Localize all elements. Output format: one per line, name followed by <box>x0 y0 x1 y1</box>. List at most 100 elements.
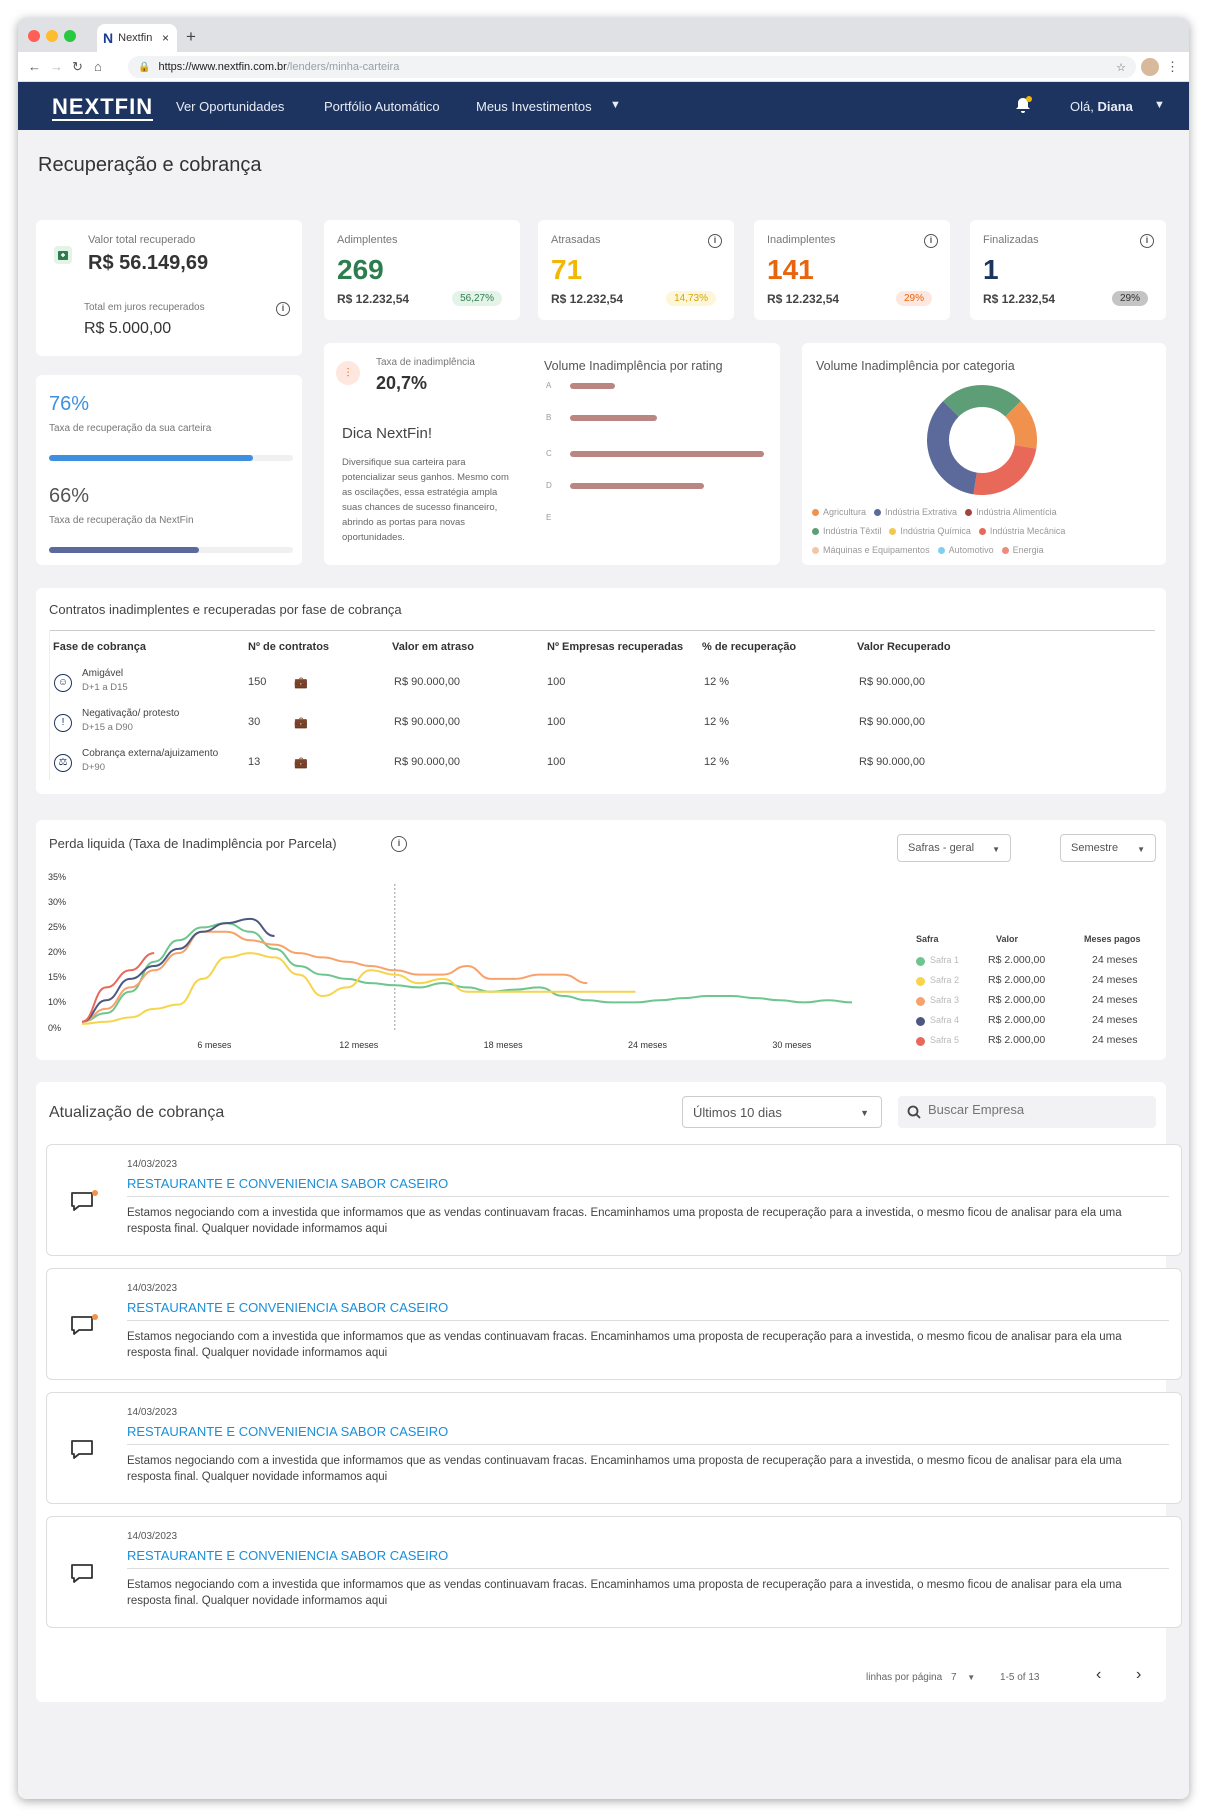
stat-percentage-badge: 29% <box>1111 291 1148 306</box>
rating-bar <box>570 415 658 421</box>
reload-icon[interactable]: ↻ <box>72 59 83 74</box>
category-donut-chart <box>927 385 1037 495</box>
app-header: NEXTFIN Ver Oportunidades Portfólio Auto… <box>18 82 1189 130</box>
info-icon[interactable]: i <box>391 836 407 852</box>
browser-tab[interactable]: N Nextfin × <box>97 24 177 52</box>
chart-bars-icon: ⫶ <box>336 361 360 385</box>
series-line-safra-4 <box>81 917 275 1023</box>
browser-menu-icon[interactable]: ⋮ <box>1166 59 1179 74</box>
search-company-field[interactable] <box>898 1096 1156 1128</box>
maximize-window-button[interactable] <box>64 30 76 42</box>
rating-tick-label: D <box>546 481 552 490</box>
company-link[interactable]: RESTAURANTE E CONVENIENCIA SABOR CASEIRO <box>127 1548 449 1563</box>
legend-dot-icon <box>812 509 819 517</box>
period-filter-select[interactable]: Semestre ▼ <box>1060 834 1156 862</box>
interest-recovered-value: R$ 5.000,00 <box>84 320 172 337</box>
info-icon[interactable]: i <box>924 234 938 248</box>
tab-title: Nextfin <box>118 32 153 44</box>
legend-series-name: Safra 5 <box>930 1035 960 1045</box>
category-legend-label: Automotivo <box>948 545 994 555</box>
y-tick-label: 20% <box>48 947 66 957</box>
money-icon <box>54 246 72 264</box>
category-legend-item: Energia <box>1001 545 1044 555</box>
notification-bell-icon[interactable] <box>1014 96 1032 119</box>
nextfin-recovery-bar <box>49 547 199 553</box>
x-tick-label: 12 meses <box>339 1040 379 1050</box>
dropdown-arrow-icon: ▼ <box>967 1673 976 1682</box>
legend-header: Meses pagos <box>1084 934 1141 944</box>
info-icon[interactable]: i <box>276 302 290 316</box>
series-line-safra-2 <box>81 952 636 1025</box>
net-loss-card: Perda liquida (Taxa de Inadimplência por… <box>36 820 1166 1060</box>
update-item[interactable]: 14/03/2023 RESTAURANTE E CONVENIENCIA SAB… <box>46 1144 1182 1256</box>
category-legend-item: Agricultura <box>812 507 866 517</box>
table-title: Contratos inadimplentes e recuperadas po… <box>49 602 402 617</box>
nav-portfolio-automatico[interactable]: Portfólio Automático <box>324 99 440 114</box>
next-page-icon[interactable]: › <box>1136 1666 1142 1683</box>
home-icon[interactable]: ⌂ <box>94 59 102 74</box>
nextfin-favicon: N <box>103 30 114 46</box>
update-item[interactable]: 14/03/2023 RESTAURANTE E CONVENIENCIA SAB… <box>46 1392 1182 1504</box>
message-icon <box>69 1189 98 1211</box>
rows-per-page-select[interactable]: 7 ▼ <box>950 1672 976 1683</box>
chevron-down-icon[interactable]: ▼ <box>610 99 621 111</box>
recovered-value: R$ 90.000,00 <box>859 756 926 768</box>
briefcase-icon[interactable]: 💼 <box>294 717 308 729</box>
legend-dot-icon <box>916 957 925 966</box>
update-date: 14/03/2023 <box>127 1531 178 1542</box>
address-bar-row: ← → ↻ ⌂ 🔒 https://www.nextfin.com.br /le… <box>18 52 1189 82</box>
url-field[interactable]: 🔒 https://www.nextfin.com.br /lenders/mi… <box>128 56 1136 78</box>
stat-label: Atrasadas <box>551 234 601 246</box>
rating-tick-label: C <box>546 449 552 458</box>
contracts-count: 150 <box>248 676 267 688</box>
update-item[interactable]: 14/03/2023 RESTAURANTE E CONVENIENCIA SAB… <box>46 1268 1182 1380</box>
company-link[interactable]: RESTAURANTE E CONVENIENCIA SABOR CASEIRO <box>127 1176 449 1191</box>
company-link[interactable]: RESTAURANTE E CONVENIENCIA SABOR CASEIRO <box>127 1424 449 1439</box>
category-chart-card: Volume Inadimplência por categoria Agric… <box>802 343 1166 565</box>
update-divider <box>127 1568 1169 1569</box>
browser-profile-avatar[interactable] <box>1141 58 1159 76</box>
info-icon[interactable]: i <box>1140 234 1154 248</box>
close-tab-icon[interactable]: × <box>161 31 169 45</box>
period-select[interactable]: Últimos 10 dias ▼ <box>682 1096 882 1128</box>
rows-per-page-label: linhas por página <box>866 1672 943 1683</box>
stat-count: 1 <box>983 254 999 285</box>
url-path: /lenders/minha-carteira <box>286 61 400 73</box>
new-tab-icon[interactable]: + <box>186 27 196 46</box>
stat-amount: R$ 12.232,54 <box>767 292 840 306</box>
close-window-button[interactable] <box>28 30 40 42</box>
phase-name: Negativação/ protesto <box>82 708 180 719</box>
update-item[interactable]: 14/03/2023 RESTAURANTE E CONVENIENCIA SAB… <box>46 1516 1182 1628</box>
late-value: R$ 90.000,00 <box>394 756 461 768</box>
search-input[interactable] <box>928 1102 1148 1117</box>
info-icon[interactable]: i <box>708 234 722 248</box>
category-legend-item: Automotivo <box>937 545 994 555</box>
nav-ver-oportunidades[interactable]: Ver Oportunidades <box>176 99 285 114</box>
harvest-filter-select[interactable]: Safras - geral ▼ <box>897 834 1011 862</box>
back-icon[interactable]: ← <box>28 59 41 74</box>
total-recovered-value: R$ 56.149,69 <box>88 252 209 274</box>
nav-meus-investimentos[interactable]: Meus Investimentos <box>476 99 592 114</box>
forward-icon[interactable]: → <box>50 59 63 74</box>
company-link[interactable]: RESTAURANTE E CONVENIENCIA SABOR CASEIRO <box>127 1300 449 1315</box>
page-range: 1-5 of 13 <box>1000 1672 1040 1683</box>
stat-label: Inadimplentes <box>767 234 836 246</box>
recovery-percentage: 12 % <box>704 756 730 768</box>
prev-page-icon[interactable]: ‹ <box>1096 1666 1102 1683</box>
legend-dot-icon <box>812 528 819 536</box>
phase-name: Amigável <box>82 668 124 679</box>
stat-amount: R$ 12.232,54 <box>337 292 410 306</box>
stat-card-finalizadas: Finalizadas i 1 R$ 12.232,54 29% <box>970 220 1166 320</box>
x-tick-label: 6 meses <box>197 1040 232 1050</box>
briefcase-icon[interactable]: 💼 <box>294 677 308 689</box>
bookmark-star-icon[interactable]: ☆ <box>1116 61 1126 74</box>
stat-card-adimplentes: Adimplentes 269 R$ 12.232,54 56,27% <box>324 220 520 320</box>
briefcase-icon[interactable]: 💼 <box>294 757 308 769</box>
minimize-window-button[interactable] <box>46 30 58 42</box>
nextfin-logo[interactable]: NEXTFIN <box>52 94 154 121</box>
summary-card: Valor total recuperado R$ 56.149,69 Tota… <box>36 220 302 356</box>
user-menu-chevron-icon[interactable]: ▼ <box>1154 99 1165 111</box>
category-legend-label: Indústria Têxtil <box>823 526 882 536</box>
update-text: Estamos negociando com a investida que i… <box>127 1579 1122 1607</box>
legend-dot-icon <box>916 1037 925 1046</box>
